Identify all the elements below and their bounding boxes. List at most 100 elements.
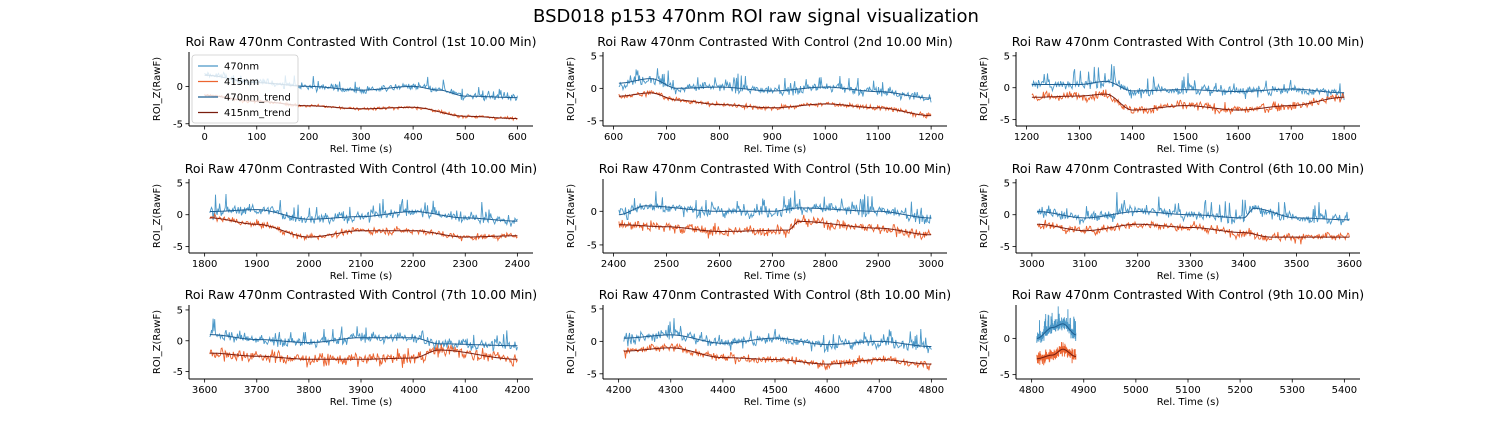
x-tick-label: 500 <box>456 132 475 143</box>
x-tick-label: 1500 <box>1173 132 1198 143</box>
series-415nm-line <box>623 342 932 371</box>
legend-entry-label: 415nm_trend <box>224 108 291 119</box>
x-tick-label: 700 <box>657 132 676 143</box>
x-tick-label: 3900 <box>348 385 373 396</box>
y-tick-label: -5 <box>173 119 183 130</box>
y-tick-label: 5 <box>591 304 597 315</box>
y-axis-label: ROI_Z(RawF) <box>979 57 990 121</box>
x-tick-label: 3000 <box>1019 259 1044 270</box>
x-axis-label: Rel. Time (s) <box>744 144 807 155</box>
y-tick-label: 0 <box>591 207 597 218</box>
x-axis-label: Rel. Time (s) <box>1157 271 1220 282</box>
subplot-title: Roi Raw 470nm Contrasted With Control (9… <box>1012 287 1364 302</box>
y-tick-label: -5 <box>173 367 183 378</box>
x-tick-label: 4500 <box>762 385 787 396</box>
x-tick-label: 3800 <box>296 385 321 396</box>
series-470nm-trend-line <box>209 334 518 347</box>
x-tick-label: 400 <box>404 132 423 143</box>
y-tick-label: -5 <box>1000 370 1010 381</box>
y-axis-label: ROI_Z(RawF) <box>566 184 577 248</box>
x-tick-label: 2000 <box>296 259 321 270</box>
x-tick-label: 4100 <box>453 385 478 396</box>
x-tick-label: 1100 <box>865 132 890 143</box>
x-tick-label: 100 <box>247 132 266 143</box>
x-tick-label: 2900 <box>865 259 890 270</box>
x-axis-label: Rel. Time (s) <box>1157 144 1220 155</box>
y-tick-label: -5 <box>173 242 183 253</box>
x-tick-label: 2400 <box>505 259 530 270</box>
subplot-title: Roi Raw 470nm Contrasted With Control (8… <box>599 287 951 302</box>
series-470nm-trend-line <box>209 209 518 222</box>
x-tick-label: 5100 <box>1175 385 1200 396</box>
x-tick-label: 900 <box>763 132 782 143</box>
subplot-title: Roi Raw 470nm Contrasted With Control (2… <box>597 34 952 49</box>
x-tick-label: 5200 <box>1227 385 1252 396</box>
x-axis-label: Rel. Time (s) <box>330 144 393 155</box>
x-tick-label: 3500 <box>1284 259 1309 270</box>
figure-title: BSD018 p153 470nm ROI raw signal visuali… <box>533 6 979 27</box>
series-470nm-trend-line <box>1031 80 1345 94</box>
x-tick-label: 5400 <box>1332 385 1357 396</box>
series-415nm-line <box>1036 341 1077 366</box>
series-415nm-trend-line <box>1036 348 1076 360</box>
subplot-2: Roi Raw 470nm Contrasted With Control (2… <box>566 34 953 155</box>
series-415nm-trend-line <box>1031 93 1345 111</box>
x-tick-label: 4400 <box>710 385 735 396</box>
y-tick-label: 5 <box>177 178 183 189</box>
x-tick-label: 1400 <box>1120 132 1145 143</box>
y-tick-label: 5 <box>1004 178 1010 189</box>
x-tick-label: 4300 <box>658 385 683 396</box>
x-tick-label: 5300 <box>1280 385 1305 396</box>
x-tick-label: 1300 <box>1067 132 1092 143</box>
x-axis-label: Rel. Time (s) <box>330 271 393 282</box>
x-tick-label: 1000 <box>813 132 838 143</box>
series-470nm-line <box>209 318 518 352</box>
series-470nm-line <box>1036 192 1350 226</box>
y-axis-label: ROI_Z(RawF) <box>152 310 163 374</box>
x-tick-label: 4200 <box>505 385 530 396</box>
x-tick-label: 1200 <box>1014 132 1039 143</box>
x-tick-label: 3100 <box>1072 259 1097 270</box>
series-415nm-trend-line <box>623 347 932 365</box>
x-tick-label: 2400 <box>601 259 626 270</box>
y-tick-label: -5 <box>587 116 597 127</box>
y-tick-label: 5 <box>177 305 183 316</box>
x-tick-label: 600 <box>604 132 623 143</box>
y-tick-label: 0 <box>591 337 597 348</box>
x-tick-label: 2600 <box>707 259 732 270</box>
x-tick-label: 4000 <box>400 385 425 396</box>
x-tick-label: 3700 <box>244 385 269 396</box>
series-415nm-line <box>618 89 932 119</box>
x-tick-label: 2200 <box>400 259 425 270</box>
x-tick-label: 3600 <box>192 385 217 396</box>
series-415nm-line <box>209 344 518 368</box>
x-tick-label: 200 <box>299 132 318 143</box>
x-tick-label: 300 <box>351 132 370 143</box>
x-tick-label: 2800 <box>813 259 838 270</box>
x-tick-label: 5000 <box>1123 385 1148 396</box>
series-470nm-line <box>623 318 932 354</box>
x-tick-label: 2100 <box>348 259 373 270</box>
series-470nm-line <box>1036 306 1077 343</box>
subplot-4: Roi Raw 470nm Contrasted With Control (4… <box>152 161 537 282</box>
x-tick-label: 800 <box>710 132 729 143</box>
series-470nm-line <box>209 193 518 227</box>
y-tick-label: 5 <box>591 51 597 62</box>
x-tick-label: 1600 <box>1226 132 1251 143</box>
series-415nm-trend-line <box>1037 223 1350 238</box>
series-415nm-line <box>1031 89 1345 116</box>
x-tick-label: 4800 <box>1019 385 1044 396</box>
y-tick-label: 0 <box>177 210 183 221</box>
y-axis-label: ROI_Z(RawF) <box>979 184 990 248</box>
subplot-title: Roi Raw 470nm Contrasted With Control (4… <box>185 161 537 176</box>
x-tick-label: 3200 <box>1125 259 1150 270</box>
y-axis-label: ROI_Z(RawF) <box>566 57 577 121</box>
series-415nm-trend-line <box>209 217 518 238</box>
legend-entry-label: 470nm_trend <box>224 93 291 104</box>
subplot-5: Roi Raw 470nm Contrasted With Control (5… <box>566 161 951 282</box>
x-tick-label: 2300 <box>453 259 478 270</box>
subplot-title: Roi Raw 470nm Contrasted With Control (3… <box>1012 34 1364 49</box>
y-axis-label: ROI_Z(RawF) <box>979 310 990 374</box>
series-470nm-trend-line <box>618 205 932 219</box>
